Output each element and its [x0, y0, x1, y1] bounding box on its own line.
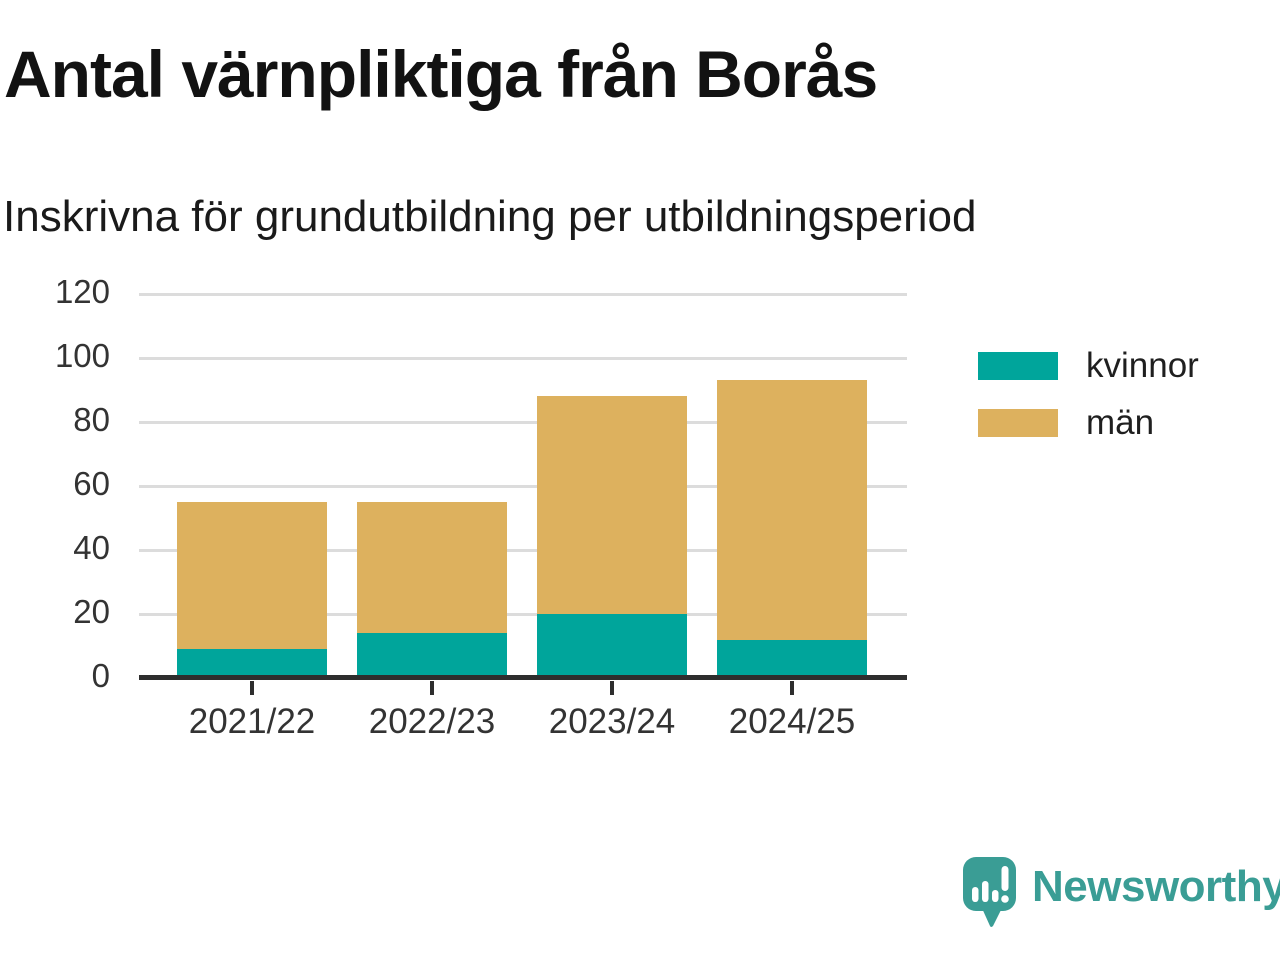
y-tick-label: 80: [73, 401, 110, 439]
gridline-120: [139, 292, 907, 296]
bar-segment-kvinnor: [177, 649, 327, 678]
chart-title: Antal värnpliktiga från Borås: [4, 37, 878, 111]
gridline-20: [139, 612, 907, 616]
newsworthy-logo: Newsworthy: [962, 856, 1280, 928]
x-axis-tick: [250, 681, 254, 695]
y-tick-label: 120: [54, 273, 110, 311]
x-tick-label: 2021/22: [188, 702, 316, 741]
bar-segment-kvinnor: [537, 614, 687, 678]
y-tick-label: 40: [73, 529, 110, 567]
bar-segment-män: [717, 380, 867, 640]
x-tick-label: 2022/23: [368, 702, 496, 741]
bar-segment-män: [537, 396, 687, 614]
legend-label-kvinnor: kvinnor: [1086, 345, 1199, 385]
gridline-100: [139, 356, 907, 360]
bar-segment-män: [177, 502, 327, 650]
chart-subtitle: Inskrivna för grundutbildning per utbild…: [3, 192, 977, 241]
x-tick-label: 2023/24: [548, 702, 676, 741]
x-axis-tick: [790, 681, 794, 695]
bar-segment-kvinnor: [357, 633, 507, 678]
legend-label-man: män: [1086, 402, 1155, 442]
newsworthy-logo-text: Newsworthy: [1032, 862, 1280, 911]
legend-item-kvinnor: kvinnor: [978, 337, 1199, 394]
x-axis-line: [139, 675, 907, 680]
legend: kvinnor män: [978, 337, 1199, 451]
legend-item-man: män: [978, 394, 1199, 451]
x-tick-label: 2024/25: [728, 702, 856, 741]
plot-area: 0 20 40 60 80 100 120 2021/22 2022/23 2023/24 2024…: [55, 273, 907, 741]
gridline-40: [139, 548, 907, 552]
bar-segment-kvinnor: [717, 639, 867, 678]
y-tick-label: 20: [73, 593, 110, 631]
y-tick-label: 60: [73, 465, 110, 503]
x-axis-tick: [610, 681, 614, 695]
x-axis-tick: [430, 681, 434, 695]
legend-swatch-kvinnor: [978, 351, 1058, 380]
y-tick-label: 0: [91, 657, 110, 695]
newsworthy-speech-bubble-chart-icon: [963, 857, 1016, 927]
gridline-80: [139, 420, 907, 424]
bar-segment-män: [357, 502, 507, 634]
gridline-60: [139, 484, 907, 488]
y-tick-label: 100: [54, 337, 110, 375]
legend-swatch-man: [978, 408, 1058, 437]
